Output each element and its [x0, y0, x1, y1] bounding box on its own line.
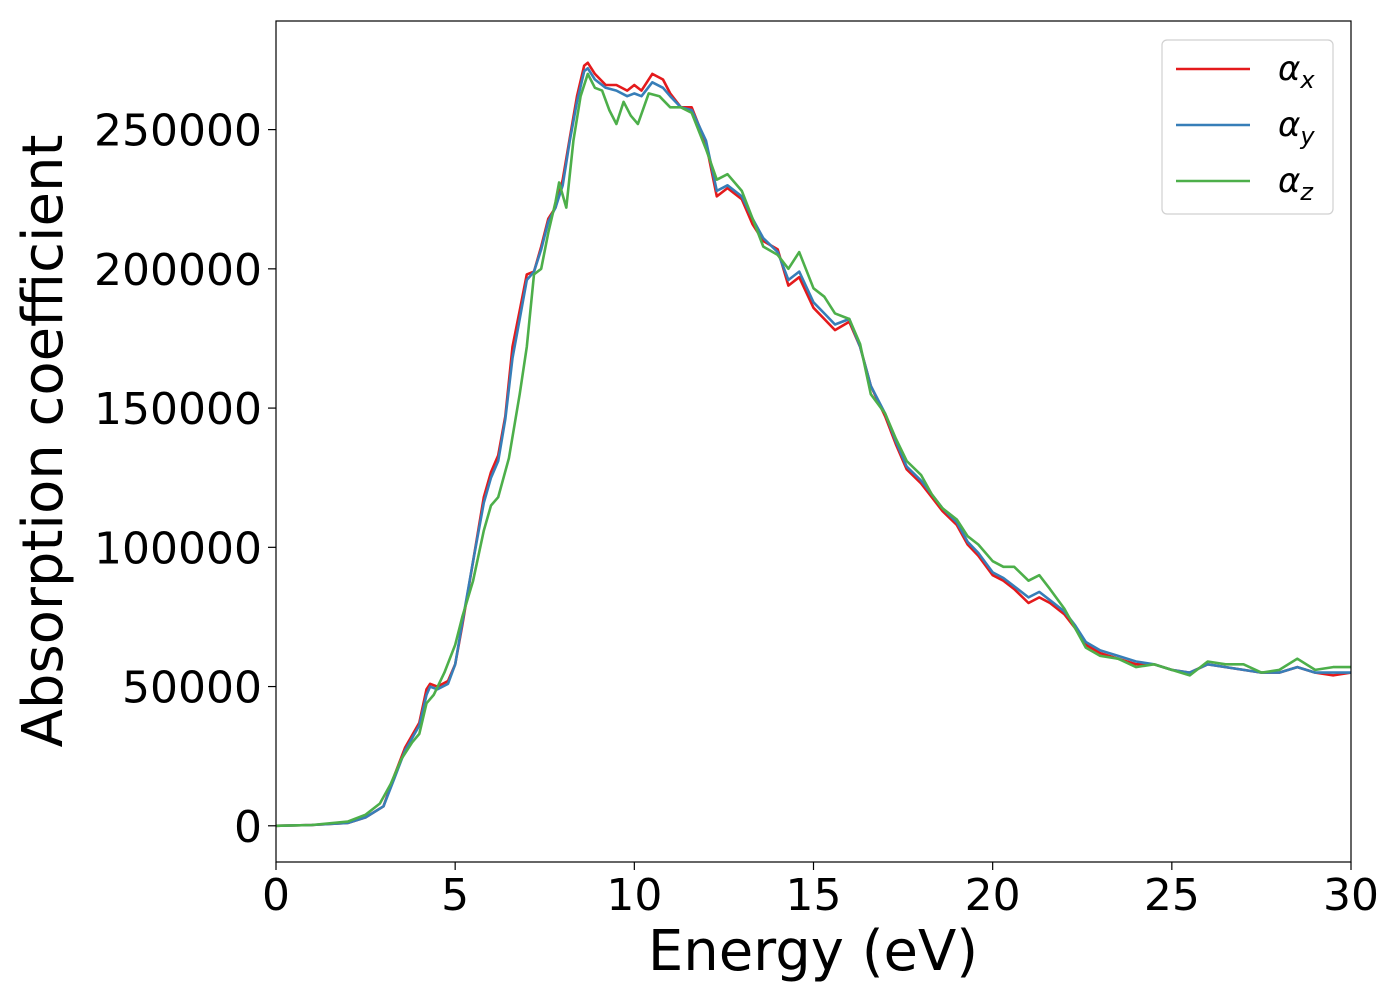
y-tick-label: 50000 [122, 663, 262, 714]
series-line-y [275, 67, 1351, 828]
y-axis: 0 50000 100000 150000 200000 250000 [94, 106, 276, 853]
legend-subscript: z [1299, 178, 1314, 206]
legend-symbol: α [1278, 161, 1300, 201]
legend-subscript: y [1299, 122, 1315, 150]
x-tick-label: 15 [786, 870, 842, 921]
x-tick-label: 30 [1323, 870, 1379, 921]
y-tick-label: 100000 [94, 523, 262, 574]
x-tick-label: 0 [262, 870, 290, 921]
y-tick-label: 250000 [94, 106, 262, 157]
series-layer [275, 61, 1352, 828]
y-tick-label: 150000 [94, 384, 262, 435]
legend-symbol: α [1278, 105, 1300, 145]
legend-label-z: αz [1278, 161, 1314, 206]
legend-label-y: αy [1278, 105, 1315, 150]
x-tick-label: 10 [606, 870, 662, 921]
y-tick-label: 200000 [94, 245, 262, 296]
x-tick-label: 5 [441, 870, 469, 921]
x-tick-label: 25 [1144, 870, 1200, 921]
y-axis-title: Absorption coefficient [11, 135, 76, 748]
x-axis-title: Energy (eV) [648, 919, 978, 984]
legend-label-x: αx [1278, 49, 1315, 94]
y-tick-label: 0 [234, 802, 262, 853]
series-line-z [275, 72, 1351, 828]
legend-symbol: α [1278, 49, 1300, 89]
legend-box [1161, 39, 1334, 215]
legend-subscript: x [1299, 66, 1315, 94]
x-axis: 0 5 10 15 20 25 30 [262, 862, 1379, 921]
x-tick-label: 20 [965, 870, 1021, 921]
